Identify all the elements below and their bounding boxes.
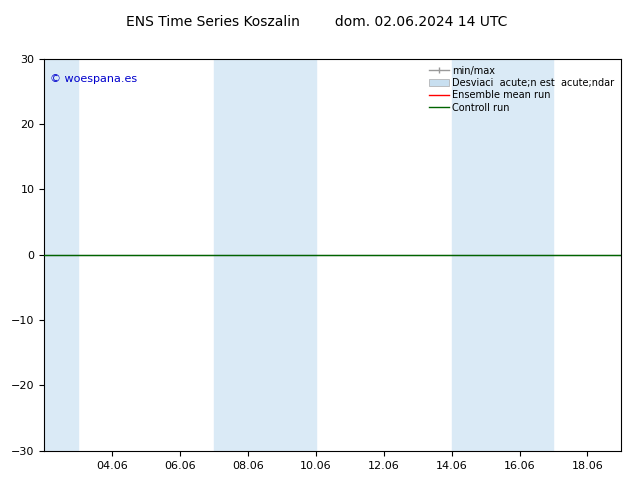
- Bar: [519, 59, 553, 451]
- Bar: [451, 59, 519, 451]
- Bar: [214, 59, 282, 451]
- Bar: [282, 59, 316, 451]
- Bar: [44, 59, 79, 451]
- Legend: min/max, Desviaci  acute;n est  acute;ndar, Ensemble mean run, Controll run: min/max, Desviaci acute;n est acute;ndar…: [427, 64, 616, 115]
- Text: © woespana.es: © woespana.es: [50, 74, 138, 84]
- Text: ENS Time Series Koszalin        dom. 02.06.2024 14 UTC: ENS Time Series Koszalin dom. 02.06.2024…: [126, 15, 508, 29]
